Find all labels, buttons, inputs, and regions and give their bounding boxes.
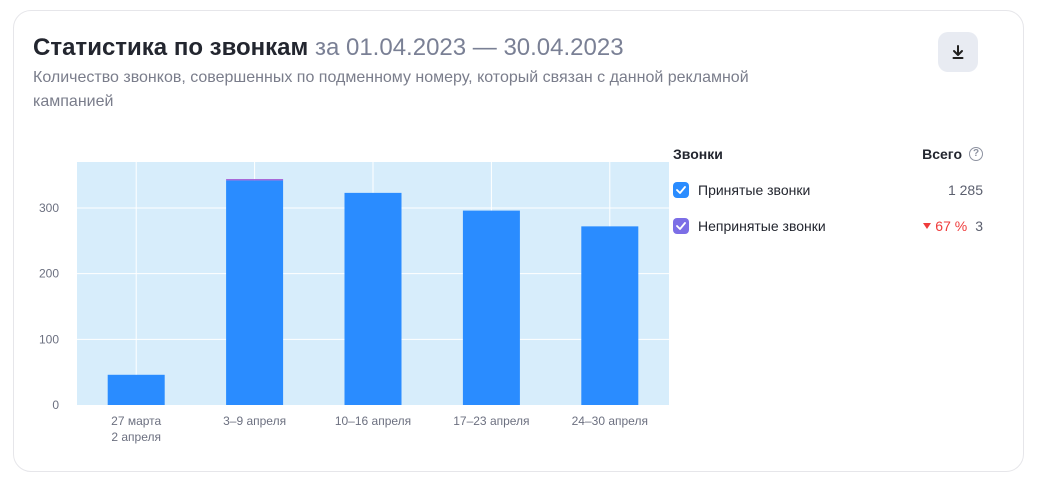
down-triangle-icon: [923, 223, 932, 229]
legend-header: Звонки Всего ?: [673, 142, 983, 166]
checkbox-icon[interactable]: [673, 182, 689, 198]
x-tick-label: 2 апреля: [111, 430, 161, 444]
x-tick-label: 24–30 апреля: [572, 414, 648, 428]
y-tick-label: 0: [52, 398, 59, 412]
legend-value-wrap: 67 % 3: [923, 218, 983, 234]
y-tick-label: 200: [39, 267, 59, 281]
bar-accepted: [462, 210, 520, 405]
download-icon: [952, 44, 964, 59]
legend-toggle-missed[interactable]: Непринятые звонки: [673, 218, 826, 234]
legend-label: Принятые звонки: [698, 182, 811, 198]
legend-total-header: Всего ?: [922, 146, 983, 162]
legend: Звонки Всего ? Принятые звонки 1 285 Неп…: [673, 142, 983, 238]
x-tick-label: 17–23 апреля: [453, 414, 529, 428]
bar-chart: 0 100 200 300 27 марта 2 апреля 3–9 апреля 10–1…: [39, 162, 669, 444]
legend-item-missed: Непринятые звонки 67 % 3: [673, 214, 983, 238]
legend-item-accepted: Принятые звонки 1 285: [673, 178, 983, 202]
title-text: Статистика по звонкам: [33, 34, 309, 61]
x-tick-label: 10–16 апреля: [335, 414, 411, 428]
help-icon[interactable]: ?: [969, 147, 983, 161]
total-label: Всего: [922, 146, 962, 162]
download-button[interactable]: [938, 32, 978, 72]
x-tick-label: 27 марта: [111, 414, 161, 428]
legend-title: Звонки: [673, 146, 723, 162]
bar-accepted: [226, 180, 284, 405]
bar-accepted: [581, 226, 639, 405]
delta-value: 67 %: [935, 218, 968, 234]
page-title: Статистика по звонкам за 01.04.2023 — 30…: [33, 33, 624, 63]
legend-value-wrap: 1 285: [948, 182, 983, 198]
bar-missed: [226, 179, 284, 181]
legend-toggle-accepted[interactable]: Принятые звонки: [673, 182, 810, 198]
y-tick-label: 300: [39, 201, 59, 215]
bar-accepted: [107, 374, 165, 405]
delta-badge: 67 %: [923, 218, 967, 234]
period-text: за 01.04.2023 — 30.04.2023: [314, 34, 624, 61]
legend-value: 3: [975, 218, 983, 234]
x-tick-label: 3–9 апреля: [223, 414, 286, 428]
bar-accepted: [344, 192, 402, 405]
legend-label: Непринятые звонки: [698, 218, 826, 234]
chart-area: 0 100 200 300 27 марта 2 апреля 3–9 апреля 10–1…: [33, 148, 673, 463]
legend-value: 1 285: [947, 182, 983, 198]
y-tick-label: 100: [39, 332, 59, 346]
checkbox-icon[interactable]: [673, 218, 689, 234]
subtitle: Количество звонков, совершенных по подме…: [33, 69, 749, 110]
